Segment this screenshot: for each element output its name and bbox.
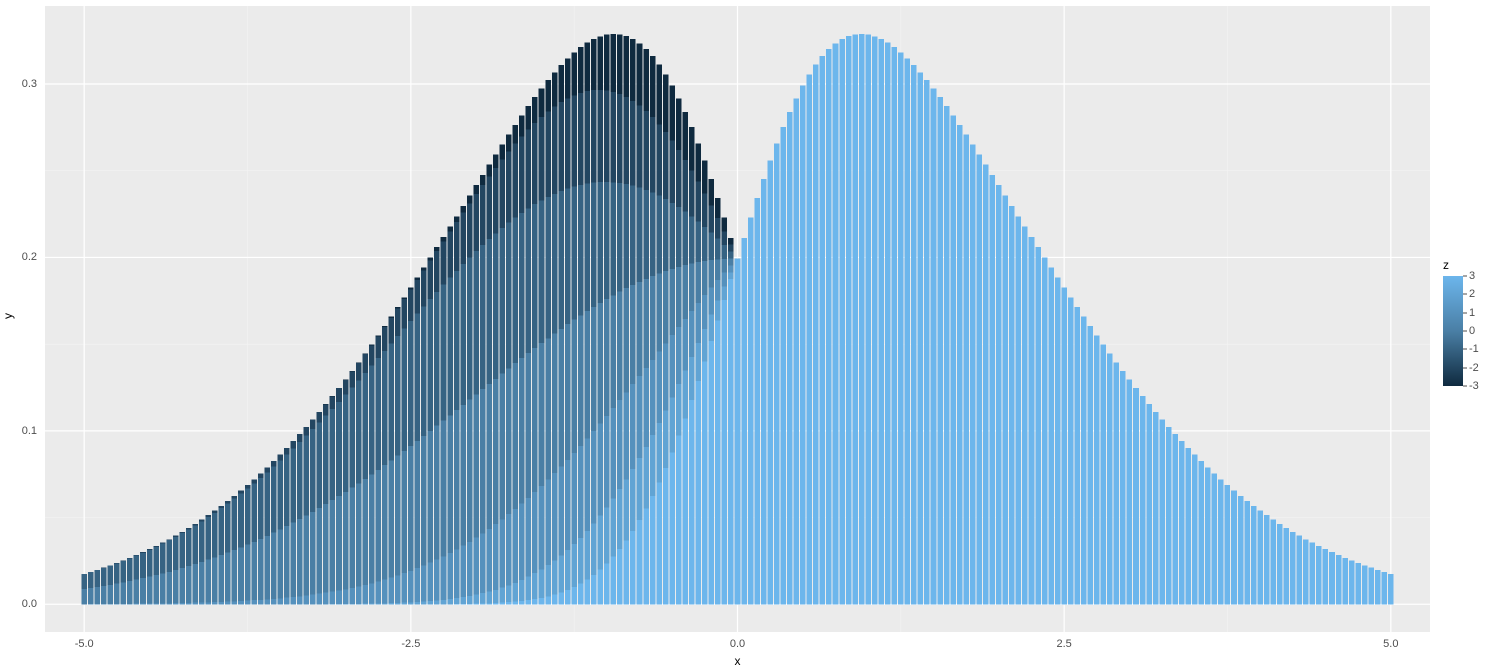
legend-tick-label: 2 bbox=[1469, 288, 1475, 300]
legend-tick-mark bbox=[1463, 367, 1467, 368]
legend-tick-mark bbox=[1463, 312, 1467, 313]
legend-tick-label: 1 bbox=[1469, 307, 1475, 319]
y-tick-label: 0.1 bbox=[22, 425, 37, 437]
legend-tick-mark bbox=[1463, 349, 1467, 350]
color-legend: z 3210-1-2-3 bbox=[1443, 258, 1463, 386]
chart-stage: -5.0-2.50.02.55.0 0.00.10.20.3 x y z 321… bbox=[0, 0, 1510, 671]
legend-tick-mark bbox=[1463, 386, 1467, 387]
legend-colorbar: 3210-1-2-3 bbox=[1443, 276, 1463, 386]
y-tick-label: 0.2 bbox=[22, 251, 37, 263]
legend-tick-label: 0 bbox=[1469, 325, 1475, 337]
panel-background bbox=[45, 6, 1430, 632]
legend-tick-mark bbox=[1463, 331, 1467, 332]
x-tick-label: 0.0 bbox=[730, 638, 745, 650]
legend-title: z bbox=[1443, 258, 1463, 272]
legend-tick-label: -2 bbox=[1469, 362, 1479, 374]
panel-svg bbox=[45, 6, 1430, 632]
x-tick-label: -2.5 bbox=[401, 638, 420, 650]
legend-tick-label: 3 bbox=[1469, 270, 1475, 282]
legend-tick-mark bbox=[1463, 294, 1467, 295]
y-tick-label: 0.3 bbox=[22, 78, 37, 90]
y-tick-label: 0.0 bbox=[22, 598, 37, 610]
y-axis-title: y bbox=[1, 313, 15, 319]
legend-tick-mark bbox=[1463, 276, 1467, 277]
series-z bbox=[81, 182, 1387, 604]
x-tick-label: -5.0 bbox=[75, 638, 94, 650]
x-axis-title: x bbox=[735, 654, 741, 668]
series-z bbox=[88, 182, 1394, 604]
legend-tick-label: -1 bbox=[1469, 343, 1479, 355]
legend-tick-label: -3 bbox=[1469, 380, 1479, 392]
x-tick-label: 5.0 bbox=[1383, 638, 1398, 650]
x-tick-label: 2.5 bbox=[1056, 638, 1071, 650]
